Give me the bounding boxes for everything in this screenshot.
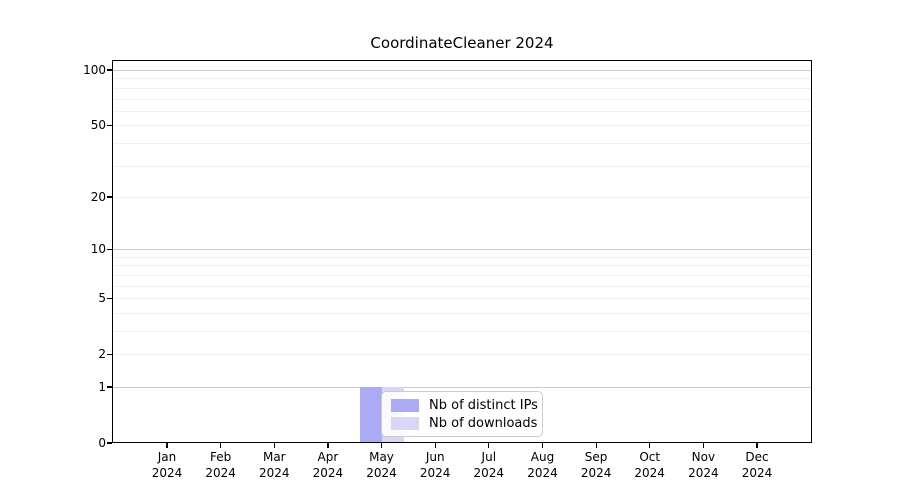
y-gridline-minor [112,125,812,127]
y-gridline-minor [112,274,812,276]
x-tick-label: Nov 2024 [688,450,719,480]
y-tick-label: 5 [98,291,106,306]
y-tick-mark [107,353,112,355]
x-tick-mark [380,443,383,448]
y-tick-label: 0 [98,436,106,450]
plot-area: Nb of distinct IPs Nb of downloads [112,60,812,443]
legend-label-distinct-ips: Nb of distinct IPs [429,397,538,413]
legend-swatch-downloads [391,416,419,430]
y-tick-label: 1 [98,380,106,394]
x-tick-label: Aug 2024 [527,450,558,480]
x-tick-label: Jan 2024 [151,450,183,480]
y-tick-mark [107,124,112,126]
y-gridline-major [112,70,812,71]
y-gridline-minor [112,256,812,258]
x-tick-label: Sep 2024 [580,450,612,480]
x-tick-mark [273,443,275,448]
legend-entry-distinct-ips: Nb of distinct IPs [391,397,538,413]
legend-swatch-distinct-ips [391,398,419,412]
y-gridline-minor [112,354,812,356]
y-gridline-minor [112,98,812,100]
x-tick-label: Jun 2024 [419,450,451,480]
y-gridline-minor [112,331,812,332]
x-tick-mark [649,443,651,448]
x-tick-mark [220,443,222,448]
y-tick-mark [107,196,112,198]
y-tick-label: 100 [83,63,106,77]
y-tick-mark [107,69,112,71]
y-gridline-minor [112,78,812,80]
y-tick-mark [107,386,112,388]
legend: Nb of distinct IPs Nb of downloads [381,391,543,437]
y-tick-label: 2 [98,347,106,362]
x-tick-mark [702,443,705,448]
y-gridline-minor [112,285,812,287]
y-tick-mark [107,297,112,299]
y-gridline-major [112,249,812,251]
y-gridline-minor [112,142,812,144]
x-tick-mark [595,443,597,448]
x-tick-mark [756,443,758,448]
chart-title: CoordinateCleaner 2024 [370,34,554,52]
bar-distinct-ips [359,387,382,443]
y-gridline-minor [112,196,812,198]
y-gridline-minor [112,165,812,167]
x-tick-mark [488,443,490,448]
y-gridline-minor [112,87,812,89]
y-gridline-minor [112,265,812,267]
x-tick-label: Jul 2024 [473,450,505,480]
x-tick-mark [166,443,168,448]
y-tick-label: 20 [90,189,106,204]
x-tick-label: Dec 2024 [741,450,773,480]
y-tick-mark [107,248,112,250]
y-gridline-minor [112,312,812,314]
x-tick-label: Feb 2024 [205,450,236,480]
y-gridline-minor [112,298,812,300]
x-tick-label: Apr 2024 [312,450,344,480]
legend-label-downloads: Nb of downloads [429,415,538,431]
y-tick-mark [107,442,112,444]
y-tick-label: 50 [90,118,106,133]
x-tick-label: Mar 2024 [259,450,290,480]
y-tick-label: 10 [90,242,106,257]
y-gridline-minor [112,110,812,112]
x-tick-mark [434,443,436,448]
x-tick-mark [327,443,329,448]
y-gridline-major [112,387,812,388]
x-tick-label: Oct 2024 [634,450,665,480]
legend-entry-downloads: Nb of downloads [391,415,538,431]
x-tick-label: May 2024 [366,450,397,480]
x-tick-mark [541,443,544,448]
